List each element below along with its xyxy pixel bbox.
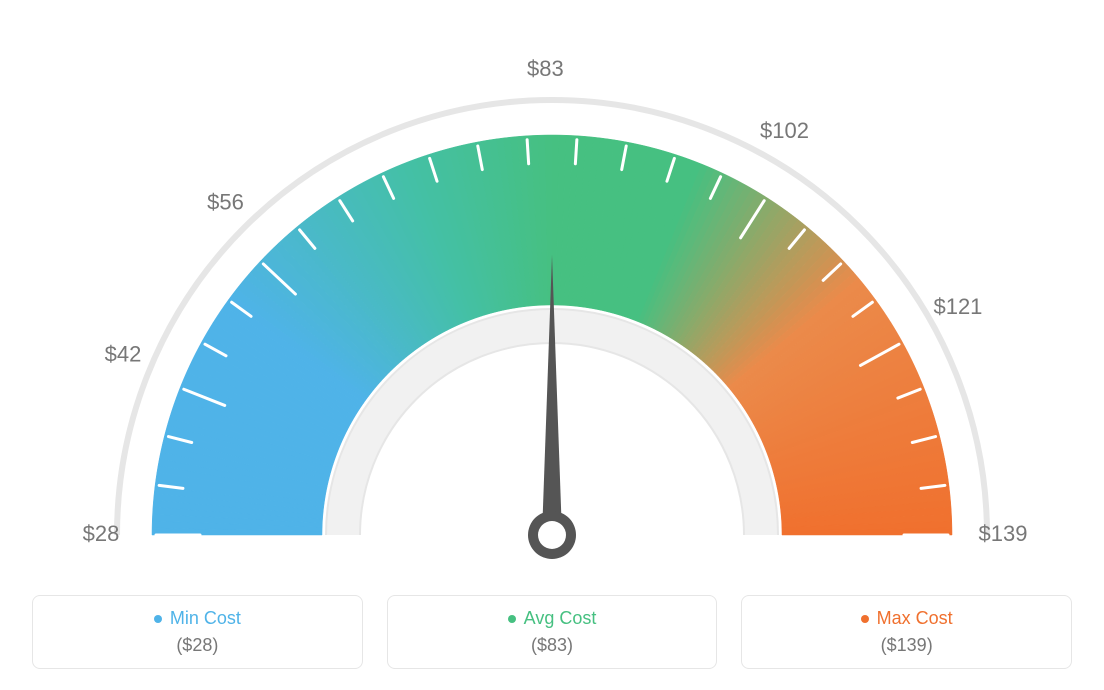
legend-min-top: Min Cost [154,608,241,629]
legend-max-value: ($139) [881,635,933,656]
legend-avg-top: Avg Cost [508,608,597,629]
gauge-svg: $28 $42 $56 $83 $102 $121 $139 [0,0,1104,575]
legend-min-label: Min Cost [170,608,241,629]
legend-card-avg: Avg Cost ($83) [387,595,718,669]
svg-text:$56: $56 [207,190,244,215]
svg-text:$28: $28 [83,521,120,546]
legend-card-max: Max Cost ($139) [741,595,1072,669]
legend-min-value: ($28) [176,635,218,656]
legend-max-label: Max Cost [877,608,953,629]
legend-avg-dot [508,615,516,623]
legend-row: Min Cost ($28) Avg Cost ($83) Max Cost (… [32,595,1072,669]
legend-card-min: Min Cost ($28) [32,595,363,669]
svg-text:$83: $83 [527,56,564,81]
legend-min-dot [154,615,162,623]
legend-max-dot [861,615,869,623]
svg-text:$139: $139 [979,521,1028,546]
legend-max-top: Max Cost [861,608,953,629]
legend-avg-value: ($83) [531,635,573,656]
legend-avg-label: Avg Cost [524,608,597,629]
gauge-chart: $28 $42 $56 $83 $102 $121 $139 [0,0,1104,575]
svg-text:$42: $42 [105,341,142,366]
svg-text:$121: $121 [933,294,982,319]
svg-text:$102: $102 [760,118,809,143]
